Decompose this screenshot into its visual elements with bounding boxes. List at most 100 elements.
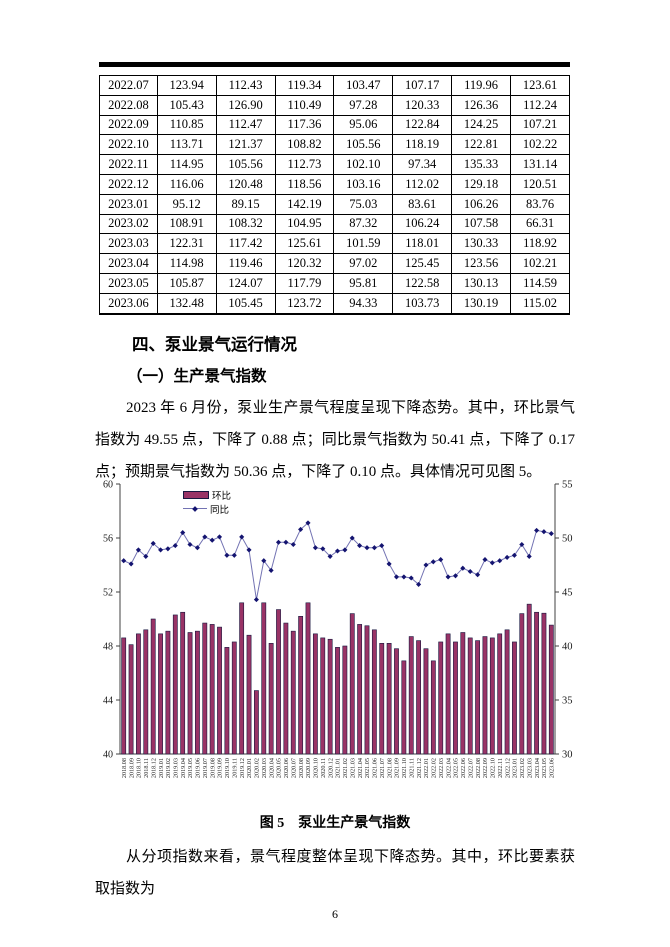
svg-text:2022.09: 2022.09 bbox=[482, 758, 489, 778]
chart-legend: 环比 同比 bbox=[183, 488, 231, 516]
svg-text:2019.10: 2019.10 bbox=[224, 758, 231, 778]
cell-value: 114.98 bbox=[156, 253, 217, 274]
svg-text:44: 44 bbox=[103, 695, 113, 706]
cell-value: 123.61 bbox=[510, 75, 570, 96]
cell-value: 118.92 bbox=[510, 233, 570, 255]
cell-value: 115.02 bbox=[510, 292, 570, 315]
cell-value: 101.59 bbox=[333, 233, 394, 255]
svg-text:2021.12: 2021.12 bbox=[416, 758, 423, 778]
svg-text:2020.11: 2020.11 bbox=[320, 758, 327, 778]
cell-value: 87.32 bbox=[333, 213, 394, 235]
svg-text:56: 56 bbox=[103, 533, 113, 544]
cell-value: 135.33 bbox=[451, 154, 512, 175]
cell-value: 119.96 bbox=[451, 75, 512, 96]
cell-value: 75.03 bbox=[333, 193, 394, 215]
svg-text:2021.04: 2021.04 bbox=[357, 758, 364, 778]
cell-value: 104.95 bbox=[274, 213, 335, 235]
page-content: 2022.07 123.94 112.43 119.34 103.47 107.17 119… bbox=[95, 0, 575, 905]
cell-value: 97.28 bbox=[333, 94, 394, 116]
index-table: 2022.07 123.94 112.43 119.34 103.47 107.17 119… bbox=[99, 75, 570, 315]
cell-value: 122.31 bbox=[156, 233, 217, 255]
svg-text:52: 52 bbox=[103, 587, 113, 598]
svg-text:30: 30 bbox=[562, 749, 573, 760]
svg-text:60: 60 bbox=[103, 480, 113, 491]
cell-date: 2022.12 bbox=[99, 173, 158, 195]
svg-text:2018.09: 2018.09 bbox=[128, 758, 135, 778]
cell-value: 112.24 bbox=[510, 94, 570, 116]
cell-value: 106.26 bbox=[451, 193, 512, 215]
svg-text:2018.11: 2018.11 bbox=[143, 758, 150, 778]
cell-value: 120.32 bbox=[274, 253, 335, 274]
table-top-rule bbox=[99, 62, 570, 67]
svg-text:2021.08: 2021.08 bbox=[386, 758, 393, 778]
svg-text:2020.05: 2020.05 bbox=[276, 758, 283, 778]
table-row: 2022.10 113.71 121.37 108.82 105.56 118.19 122… bbox=[99, 134, 570, 156]
svg-text:2023.03: 2023.03 bbox=[526, 758, 533, 778]
figure-caption: 图 5 泵业生产景气指数 bbox=[259, 815, 411, 831]
table-row: 2023.02 108.91 108.32 104.95 87.32 106.24 107.… bbox=[99, 213, 570, 235]
svg-text:2023.05: 2023.05 bbox=[541, 758, 548, 778]
svg-text:2023.02: 2023.02 bbox=[519, 758, 526, 778]
table-row: 2023.03 122.31 117.42 125.61 101.59 118.01 130… bbox=[99, 233, 570, 255]
cell-value: 95.81 bbox=[333, 272, 394, 294]
cell-value: 66.31 bbox=[510, 213, 570, 235]
legend-label-yoy: 同比 bbox=[210, 505, 230, 516]
cell-value: 95.12 bbox=[156, 193, 217, 215]
svg-text:2022.05: 2022.05 bbox=[453, 758, 460, 778]
svg-text:2020.02: 2020.02 bbox=[254, 758, 261, 778]
svg-text:2021.10: 2021.10 bbox=[401, 758, 408, 778]
table-row: 2023.06 132.48 105.45 123.72 94.33 103.73 130.… bbox=[99, 292, 570, 315]
svg-text:2021.07: 2021.07 bbox=[379, 758, 386, 778]
cell-value: 94.33 bbox=[333, 292, 394, 315]
cell-date: 2022.09 bbox=[99, 114, 158, 136]
svg-text:2022.12: 2022.12 bbox=[504, 758, 511, 778]
paragraph-production-index: 2023 年 6 月份，泵业生产景气程度呈现下降态势。其中，环比景气指数为 49… bbox=[95, 399, 575, 480]
svg-text:2023.01: 2023.01 bbox=[512, 758, 519, 778]
legend-label-mom: 环比 bbox=[212, 491, 232, 502]
x-axis-labels: 2018.08 2018.09 2018.10 2018.11 2018.12 2019.… bbox=[121, 758, 556, 778]
cell-value: 126.90 bbox=[215, 94, 276, 116]
cell-value: 125.61 bbox=[274, 233, 335, 255]
cell-value: 108.32 bbox=[215, 213, 276, 235]
legend-item-yoy: 同比 bbox=[183, 502, 231, 516]
cell-value: 103.73 bbox=[392, 292, 453, 315]
cell-value: 108.91 bbox=[156, 213, 217, 235]
svg-text:2022.04: 2022.04 bbox=[445, 758, 452, 778]
svg-text:2022.03: 2022.03 bbox=[438, 758, 445, 778]
cell-value: 102.21 bbox=[510, 253, 570, 274]
cell-value: 122.81 bbox=[451, 134, 512, 156]
svg-text:2019.11: 2019.11 bbox=[232, 758, 239, 778]
cell-date: 2023.02 bbox=[99, 213, 158, 235]
cell-value: 112.47 bbox=[215, 114, 276, 136]
cell-value: 97.02 bbox=[333, 253, 394, 274]
cell-value: 106.24 bbox=[392, 213, 453, 235]
cell-value: 116.06 bbox=[156, 173, 217, 195]
svg-text:2022.02: 2022.02 bbox=[431, 758, 438, 778]
table-row: 2023.05 105.87 124.07 117.79 95.81 122.58 130.… bbox=[99, 272, 570, 294]
svg-text:2018.08: 2018.08 bbox=[121, 758, 128, 778]
cell-value: 130.13 bbox=[451, 272, 512, 294]
section-heading: 四、泵业景气运行情况 bbox=[132, 334, 297, 354]
svg-text:2021.03: 2021.03 bbox=[349, 758, 356, 778]
paragraph-subindex: 从分项指数来看，景气程度整体呈现下降态势。其中，环比要素获取指数为 bbox=[95, 848, 575, 897]
svg-text:2021.01: 2021.01 bbox=[335, 758, 342, 778]
cell-value: 110.85 bbox=[156, 114, 217, 136]
svg-text:2020.08: 2020.08 bbox=[298, 758, 305, 778]
svg-text:2022.10: 2022.10 bbox=[490, 758, 497, 778]
cell-value: 121.37 bbox=[215, 134, 276, 156]
cell-value: 120.51 bbox=[510, 173, 570, 195]
cell-value: 118.01 bbox=[392, 233, 453, 255]
cell-value: 119.46 bbox=[215, 253, 276, 274]
cell-value: 112.73 bbox=[274, 154, 335, 175]
cell-value: 107.21 bbox=[510, 114, 570, 136]
svg-text:2020.07: 2020.07 bbox=[291, 758, 298, 778]
cell-value: 107.58 bbox=[451, 213, 512, 235]
index-table-body: 2022.07 123.94 112.43 119.34 103.47 107.17 119… bbox=[99, 75, 570, 315]
cell-date: 2022.11 bbox=[99, 154, 158, 175]
cell-value: 123.94 bbox=[156, 75, 217, 96]
table-row: 2022.12 116.06 120.48 118.56 103.16 112.02 129… bbox=[99, 173, 570, 195]
cell-date: 2023.05 bbox=[99, 272, 158, 294]
cell-value: 114.95 bbox=[156, 154, 217, 175]
svg-text:2021.02: 2021.02 bbox=[342, 758, 349, 778]
